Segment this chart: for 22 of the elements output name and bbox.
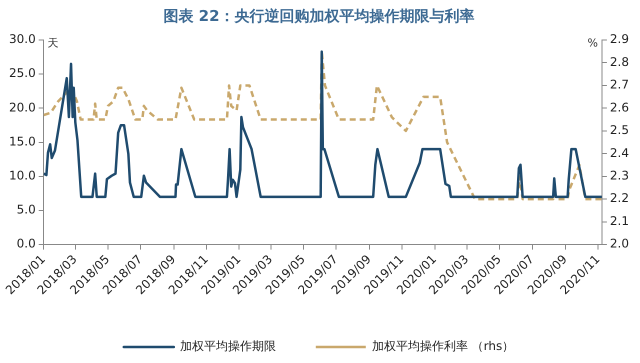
y-tick-label: 25.0	[9, 66, 36, 80]
legend-label: 加权平均操作利率 （rhs）	[372, 339, 514, 354]
y2-tick-label: 2.2	[610, 191, 630, 206]
y2-tick-label: 2.7	[610, 78, 630, 92]
y2-tick-label: 2.8	[610, 54, 630, 69]
y-tick-label: 15.0	[9, 134, 36, 148]
chart-title: 图表 22：央行逆回购加权平均操作期限与利率	[163, 6, 475, 25]
y-tick-label: 5.0	[16, 202, 36, 217]
legend-label: 加权平均操作期限	[180, 339, 276, 354]
y2-tick-label: 2.0	[610, 236, 630, 251]
y2-axis-title: %	[587, 36, 598, 50]
y2-tick-label: 2.3	[610, 168, 630, 183]
y-tick-label: 30.0	[9, 32, 36, 46]
y-tick-label: 0.0	[16, 236, 36, 251]
y2-tick-label: 2.5	[610, 123, 630, 138]
y2-tick-label: 2.4	[610, 146, 630, 160]
y2-tick-label: 2.6	[610, 100, 630, 114]
y2-tick-label: 2.1	[610, 214, 630, 228]
y-tick-label: 10.0	[9, 168, 36, 183]
y-axis-title: 天	[48, 36, 59, 50]
y-tick-label: 20.0	[9, 100, 36, 114]
y2-tick-label: 2.9	[610, 32, 630, 46]
